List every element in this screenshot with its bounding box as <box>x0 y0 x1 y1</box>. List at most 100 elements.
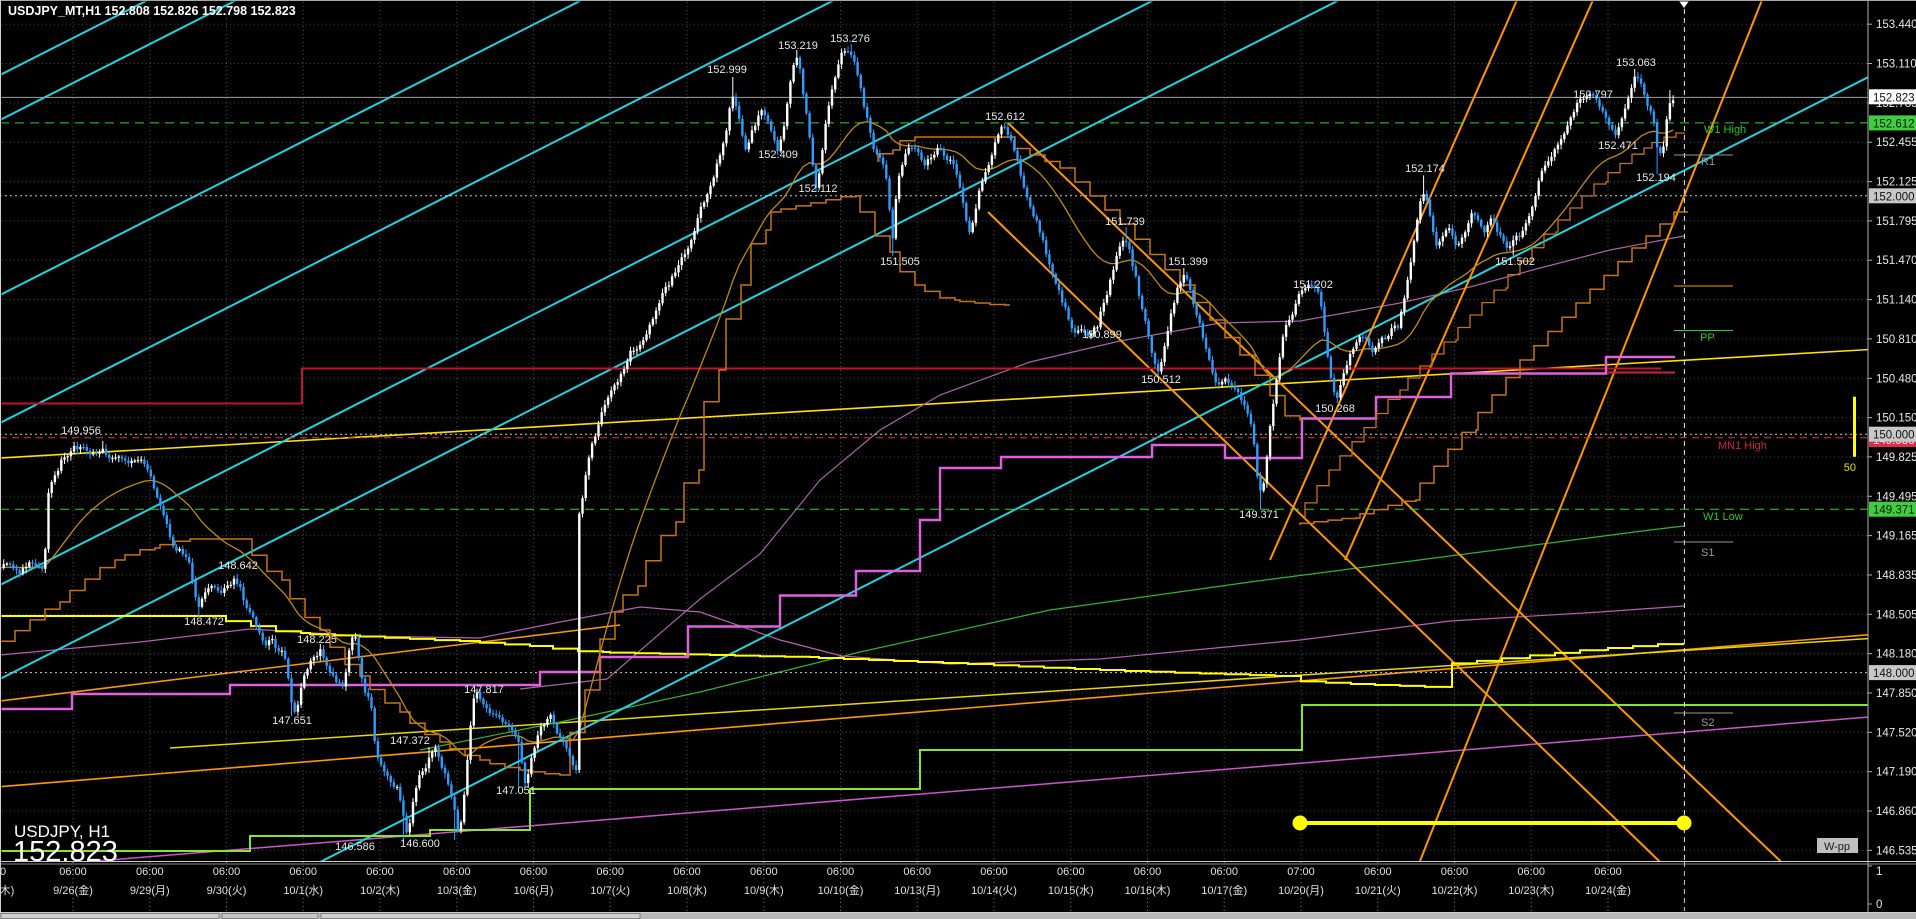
svg-text:146.860: 146.860 <box>1876 806 1916 818</box>
svg-text:151.502: 151.502 <box>1495 256 1535 268</box>
svg-text:06:00: 06:00 <box>1364 866 1392 878</box>
svg-text:148.000: 148.000 <box>1873 668 1915 680</box>
svg-text:149.371: 149.371 <box>1239 509 1279 521</box>
svg-text:0: 0 <box>0 866 6 878</box>
svg-text:150.000: 150.000 <box>1873 430 1915 442</box>
svg-text:152.174: 152.174 <box>1405 163 1445 175</box>
svg-text:10/7(火): 10/7(火) <box>590 885 630 897</box>
svg-text:147.051: 147.051 <box>496 785 536 797</box>
svg-text:10/6(月): 10/6(月) <box>514 885 554 897</box>
svg-text:146.586: 146.586 <box>335 841 375 853</box>
svg-text:153.219: 153.219 <box>778 40 818 52</box>
svg-text:148.225: 148.225 <box>297 634 337 646</box>
svg-text:150.150: 150.150 <box>1876 413 1916 425</box>
svg-text:MN1 High: MN1 High <box>1718 440 1767 452</box>
svg-text:W1 Low: W1 Low <box>1703 511 1743 523</box>
svg-text:149.825: 149.825 <box>1876 452 1916 464</box>
svg-text:152.797: 152.797 <box>1573 89 1613 101</box>
svg-text:10/10(金): 10/10(金) <box>818 883 864 897</box>
svg-text:06:00: 06:00 <box>213 866 241 878</box>
svg-text:10/13(月): 10/13(月) <box>894 885 940 897</box>
svg-text:149.495: 149.495 <box>1876 491 1916 503</box>
svg-text:148.835: 148.835 <box>1876 570 1916 582</box>
svg-text:50: 50 <box>1844 462 1856 474</box>
svg-text:06:00: 06:00 <box>980 866 1008 878</box>
svg-text:R1: R1 <box>1701 156 1715 168</box>
svg-text:152.125: 152.125 <box>1876 177 1916 189</box>
svg-text:木): 木) <box>0 884 14 897</box>
svg-text:147.850: 147.850 <box>1876 688 1916 700</box>
svg-text:06:00: 06:00 <box>673 866 701 878</box>
svg-text:USDJPY, H1: USDJPY, H1 <box>14 822 110 841</box>
svg-text:148.642: 148.642 <box>218 560 258 572</box>
svg-text:10/15(水): 10/15(水) <box>1048 884 1094 897</box>
svg-text:152.112: 152.112 <box>799 183 838 195</box>
svg-text:152.823: 152.823 <box>13 836 118 868</box>
svg-text:W-pp: W-pp <box>1824 841 1850 853</box>
svg-text:06:00: 06:00 <box>59 866 87 878</box>
svg-text:153.063: 153.063 <box>1616 57 1656 69</box>
svg-text:10/22(水): 10/22(水) <box>1432 884 1478 897</box>
svg-text:151.505: 151.505 <box>880 256 920 268</box>
svg-text:06:00: 06:00 <box>136 866 164 878</box>
svg-text:153.440: 153.440 <box>1876 19 1916 31</box>
svg-text:152.409: 152.409 <box>758 149 798 161</box>
svg-text:148.180: 148.180 <box>1876 649 1916 661</box>
svg-text:152.471: 152.471 <box>1598 140 1638 152</box>
svg-text:06:00: 06:00 <box>289 866 317 878</box>
svg-text:06:00: 06:00 <box>750 866 778 878</box>
svg-text:9/29(月): 9/29(月) <box>130 885 170 897</box>
svg-text:152.999: 152.999 <box>707 64 747 76</box>
svg-text:10/21(火): 10/21(火) <box>1355 885 1401 897</box>
svg-text:151.739: 151.739 <box>1105 216 1145 228</box>
svg-text:151.795: 151.795 <box>1876 216 1916 228</box>
svg-text:149.371: 149.371 <box>1873 505 1915 517</box>
svg-text:10/9(木): 10/9(木) <box>744 884 784 897</box>
svg-text:06:00: 06:00 <box>903 866 931 878</box>
svg-text:W1 High: W1 High <box>1704 124 1746 136</box>
svg-text:06:00: 06:00 <box>1517 866 1545 878</box>
svg-text:07:00: 07:00 <box>1287 866 1315 878</box>
svg-text:06:00: 06:00 <box>1134 866 1162 878</box>
svg-text:10/20(月): 10/20(月) <box>1278 885 1324 897</box>
svg-text:147.190: 147.190 <box>1876 767 1916 779</box>
svg-text:152.194: 152.194 <box>1636 172 1676 184</box>
svg-text:10/8(水): 10/8(水) <box>667 884 707 897</box>
svg-text:06:00: 06:00 <box>520 866 548 878</box>
svg-text:06:00: 06:00 <box>1594 866 1622 878</box>
svg-text:06:00: 06:00 <box>443 866 471 878</box>
svg-text:S2: S2 <box>1701 717 1714 729</box>
svg-text:152.612: 152.612 <box>985 111 1025 123</box>
svg-text:06:00: 06:00 <box>1057 866 1085 878</box>
svg-text:153.276: 153.276 <box>830 33 870 45</box>
svg-text:06:00: 06:00 <box>1210 866 1238 878</box>
svg-text:150.810: 150.810 <box>1876 334 1916 346</box>
svg-text:150.268: 150.268 <box>1315 403 1355 415</box>
svg-text:151.140: 151.140 <box>1876 295 1916 307</box>
svg-text:10/17(金): 10/17(金) <box>1201 883 1247 897</box>
svg-text:150.480: 150.480 <box>1876 373 1916 385</box>
svg-text:06:00: 06:00 <box>596 866 624 878</box>
svg-text:147.817: 147.817 <box>464 684 504 696</box>
svg-text:06:00: 06:00 <box>827 866 855 878</box>
svg-text:9/26(金): 9/26(金) <box>53 883 93 897</box>
svg-text:147.520: 147.520 <box>1876 727 1916 739</box>
svg-text:146.600: 146.600 <box>400 838 440 850</box>
svg-text:152.823: 152.823 <box>1873 92 1915 104</box>
svg-text:10/16(木): 10/16(木) <box>1125 884 1171 897</box>
svg-text:10/3(金): 10/3(金) <box>437 883 477 897</box>
svg-text:10/2(木): 10/2(木) <box>360 884 400 897</box>
svg-text:06:00: 06:00 <box>366 866 394 878</box>
svg-text:0: 0 <box>1876 899 1882 911</box>
svg-text:10/14(火): 10/14(火) <box>971 885 1017 897</box>
svg-text:10/23(木): 10/23(木) <box>1508 884 1554 897</box>
svg-text:148.505: 148.505 <box>1876 609 1916 621</box>
svg-text:151.470: 151.470 <box>1876 255 1916 267</box>
svg-text:1: 1 <box>1876 866 1882 878</box>
svg-text:149.956: 149.956 <box>61 425 101 437</box>
svg-text:152.000: 152.000 <box>1873 191 1915 203</box>
svg-text:PP: PP <box>1700 332 1715 344</box>
svg-text:148.472: 148.472 <box>184 616 224 628</box>
svg-text:150.512: 150.512 <box>1141 374 1181 386</box>
svg-text:10/24(金): 10/24(金) <box>1585 883 1631 897</box>
